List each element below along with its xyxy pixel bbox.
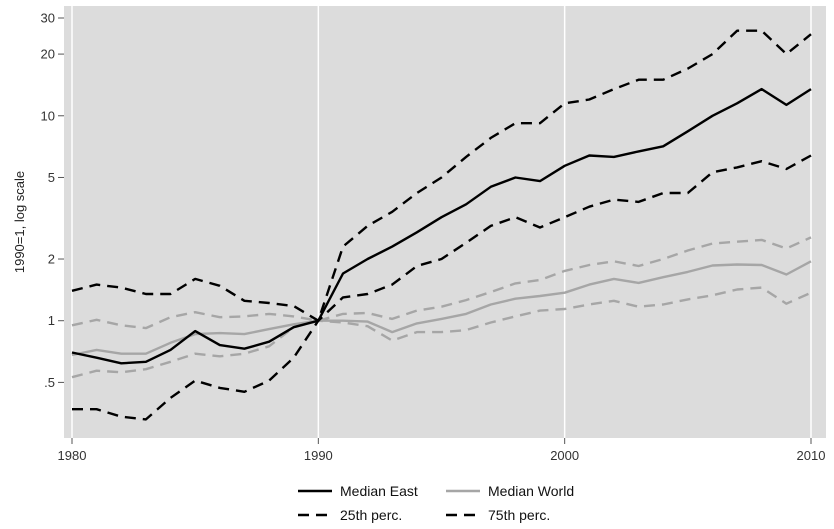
gridlines [71,6,812,438]
legend-label-2: Median World [488,483,574,499]
x-tick-label-1990: 1990 [304,448,333,463]
series-line-east-median [71,87,812,365]
series-line-world-p25 [71,286,812,379]
y-axis-label: 1990=1, log scale [12,171,27,273]
legend-label-4: 75th perc. [488,507,550,523]
y-tick-label-2: 2 [48,252,55,267]
y-tick-label-10: 10 [41,108,55,123]
series-line-east-p25 [72,154,812,421]
series-line-world-p75 [71,236,812,330]
legend-label-1: Median East [340,483,418,499]
x-tick-label-2000: 2000 [550,448,579,463]
y-tick-label-1: 1 [48,313,55,328]
y-tick-label-.5: .5 [44,375,55,390]
series-line-world-median [71,260,812,357]
y-tick-label-20: 20 [41,47,55,62]
legend-label-3: 25th perc. [340,507,402,523]
series-layer [71,29,812,421]
x-tick-label-1980: 1980 [58,448,87,463]
y-tick-label-30: 30 [41,11,55,26]
legend: Median East Median World 25th perc. 75th pe… [298,483,574,523]
x-tick-label-2010: 2010 [797,448,826,463]
y-tick-label-5: 5 [48,170,55,185]
y-axis: .5 1 2 5 10 20 30 [41,11,64,390]
series-line-east-p75 [71,29,812,322]
x-axis: 1980 1990 2000 2010 [58,438,826,463]
plot-background [64,6,826,438]
